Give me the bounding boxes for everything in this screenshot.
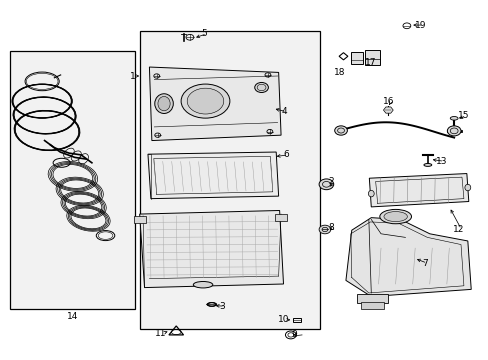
Text: 1: 1 — [129, 72, 135, 81]
Text: 13: 13 — [435, 157, 447, 166]
Text: 10: 10 — [277, 315, 289, 324]
Bar — [356, 294, 387, 303]
Ellipse shape — [193, 282, 212, 288]
Ellipse shape — [383, 212, 407, 222]
Bar — [360, 302, 383, 309]
Bar — [365, 50, 379, 64]
Ellipse shape — [158, 96, 170, 111]
Text: 12: 12 — [452, 225, 464, 234]
Text: 6: 6 — [283, 150, 288, 159]
Bar — [350, 51, 363, 64]
Polygon shape — [345, 218, 470, 297]
Ellipse shape — [464, 184, 470, 191]
Ellipse shape — [449, 117, 457, 120]
Text: 8: 8 — [328, 223, 333, 232]
Ellipse shape — [181, 84, 229, 118]
Text: 4: 4 — [281, 107, 287, 116]
Circle shape — [334, 126, 346, 135]
Circle shape — [447, 126, 460, 136]
Polygon shape — [149, 67, 281, 140]
Text: 17: 17 — [364, 58, 375, 67]
Polygon shape — [140, 211, 283, 288]
Ellipse shape — [423, 163, 431, 166]
Text: 15: 15 — [457, 111, 468, 120]
Polygon shape — [383, 107, 392, 113]
Text: 5: 5 — [201, 29, 207, 38]
Bar — [134, 216, 145, 223]
Text: 18: 18 — [333, 68, 345, 77]
Ellipse shape — [187, 88, 224, 114]
Ellipse shape — [367, 190, 373, 197]
Text: 3: 3 — [219, 302, 225, 311]
Bar — [292, 318, 300, 322]
Circle shape — [319, 179, 333, 190]
Ellipse shape — [254, 82, 268, 93]
Polygon shape — [148, 152, 278, 199]
Polygon shape — [368, 174, 468, 207]
Ellipse shape — [379, 210, 411, 224]
Text: 14: 14 — [67, 312, 79, 321]
Text: 2: 2 — [328, 177, 333, 186]
Text: 16: 16 — [382, 97, 393, 106]
Text: 19: 19 — [414, 21, 426, 30]
Bar — [10, 51, 135, 309]
Text: 9: 9 — [291, 330, 297, 339]
Bar — [140, 31, 320, 329]
Circle shape — [319, 225, 330, 234]
Bar — [275, 214, 286, 221]
Ellipse shape — [155, 94, 173, 113]
Text: 7: 7 — [421, 259, 427, 268]
Text: 11: 11 — [155, 329, 166, 338]
